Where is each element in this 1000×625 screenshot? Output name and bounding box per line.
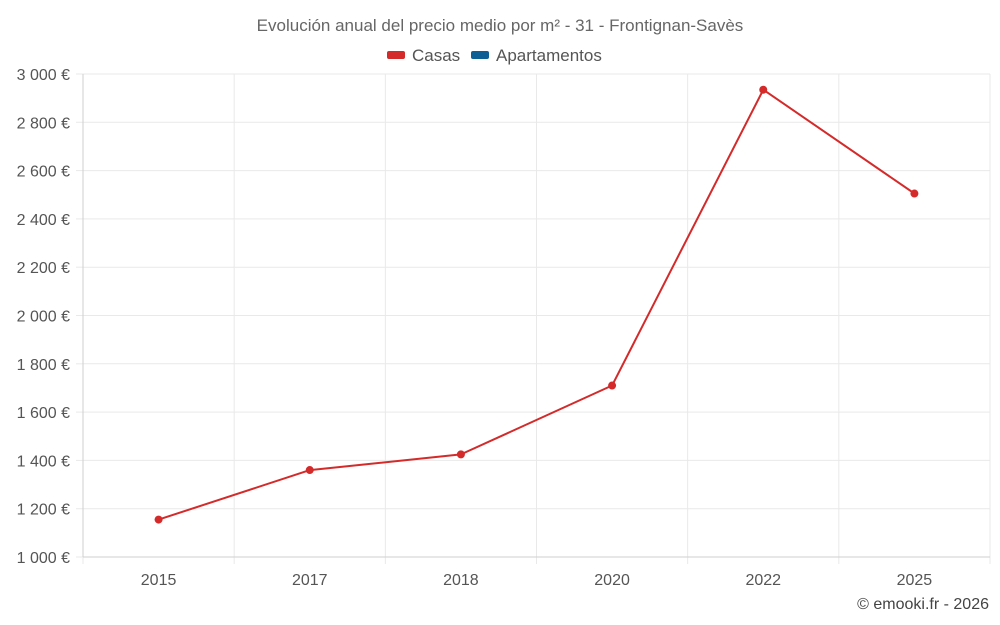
x-tick-label: 2017 [292,572,328,589]
y-tick-label: 1 600 € [17,405,70,422]
legend-swatch-casas [387,51,405,59]
x-tick-label: 2025 [897,572,933,589]
data-point-casas-2022[interactable] [759,85,768,94]
legend-label-apartamentos: Apartamentos [496,46,602,65]
x-tick-label: 2022 [745,572,781,589]
legend: Casas Apartamentos [387,46,602,65]
legend-swatch-apartamentos [471,51,489,59]
y-tick-label: 2 600 € [17,164,70,181]
y-tick-label: 2 800 € [17,115,70,132]
legend-item-apartamentos[interactable]: Apartamentos [471,46,602,65]
credit-text: © emooki.fr - 2026 [857,596,989,613]
y-tick-label: 1 200 € [17,502,70,519]
data-point-casas-2020[interactable] [608,381,617,390]
x-tick-label: 2018 [443,572,479,589]
y-tick-label: 3 000 € [17,67,70,84]
x-tick-label: 2015 [141,572,177,589]
y-tick-label: 1 000 € [17,550,70,567]
legend-label-casas: Casas [412,46,460,65]
data-point-casas-2017[interactable] [305,466,314,475]
y-tick-label: 1 400 € [17,453,70,470]
data-point-casas-2015[interactable] [154,515,163,524]
gridlines [76,73,991,564]
chart-title: Evolución anual del precio medio por m² … [257,16,744,35]
y-axis-ticks: 1 000 € 1 200 € 1 400 € 1 600 € 1 800 € 2 000… [17,67,70,567]
series-line-casas [158,88,915,521]
y-tick-label: 2 400 € [17,212,70,229]
data-point-casas-2018[interactable] [456,450,465,459]
y-tick-label: 1 800 € [17,357,70,374]
x-tick-label: 2020 [594,572,630,589]
y-tick-label: 2 000 € [17,309,70,326]
legend-item-casas[interactable]: Casas [387,46,460,65]
series-casas [154,85,919,524]
axes [82,74,990,558]
x-axis-ticks: 2015 2017 2018 2020 2022 2025 [141,572,933,589]
data-point-casas-2025[interactable] [910,189,919,198]
y-tick-label: 2 200 € [17,260,70,277]
